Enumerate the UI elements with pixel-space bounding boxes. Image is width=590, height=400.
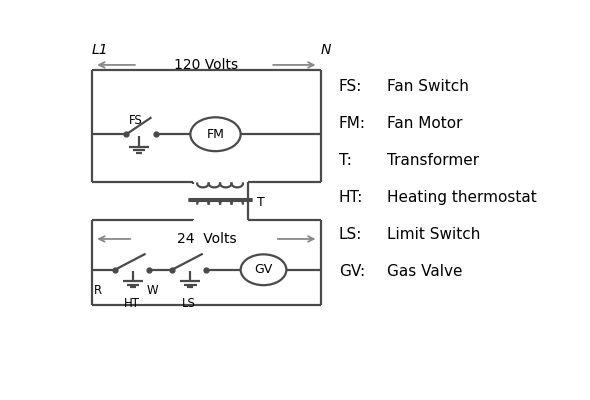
Text: 24  Volts: 24 Volts xyxy=(176,232,236,246)
Text: T:: T: xyxy=(339,153,352,168)
Text: GV:: GV: xyxy=(339,264,365,278)
Text: HT:: HT: xyxy=(339,190,363,205)
Text: N: N xyxy=(321,43,331,57)
Text: W: W xyxy=(147,284,159,297)
Text: HT: HT xyxy=(124,297,140,310)
Text: Fan Motor: Fan Motor xyxy=(387,116,463,131)
Text: Fan Switch: Fan Switch xyxy=(387,79,469,94)
Text: LS: LS xyxy=(182,297,196,310)
Text: L1: L1 xyxy=(92,43,109,57)
Text: LS:: LS: xyxy=(339,227,362,242)
Text: Limit Switch: Limit Switch xyxy=(387,227,480,242)
Text: R: R xyxy=(94,284,103,297)
Text: Heating thermostat: Heating thermostat xyxy=(387,190,537,205)
Text: FM:: FM: xyxy=(339,116,366,131)
Text: Gas Valve: Gas Valve xyxy=(387,264,463,278)
Text: T: T xyxy=(257,196,264,208)
Text: FM: FM xyxy=(206,128,224,141)
Text: Transformer: Transformer xyxy=(387,153,479,168)
Text: FS:: FS: xyxy=(339,79,362,94)
Text: GV: GV xyxy=(254,263,273,276)
Text: 120 Volts: 120 Volts xyxy=(174,58,238,72)
Text: FS: FS xyxy=(129,114,142,126)
